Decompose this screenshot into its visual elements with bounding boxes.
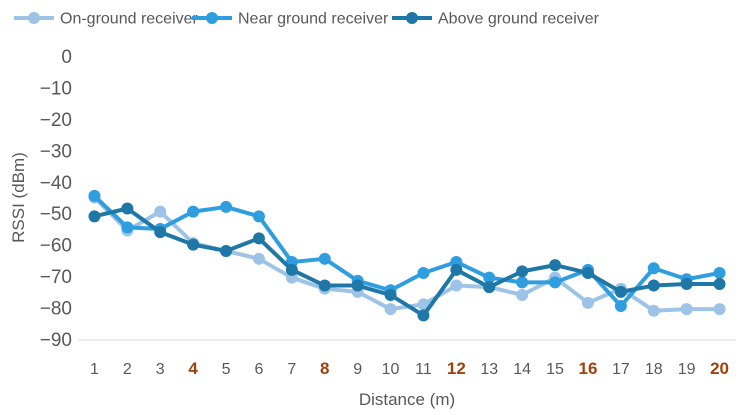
data-point [351, 279, 364, 292]
data-point [187, 205, 200, 218]
data-point [417, 298, 430, 311]
data-point [713, 303, 726, 316]
y-tick-label: −60 [40, 236, 72, 257]
data-point [384, 288, 397, 301]
data-point [680, 277, 693, 290]
data-point [450, 279, 463, 292]
data-point [154, 226, 167, 239]
data-point [483, 281, 496, 294]
data-point [483, 271, 496, 284]
y-tick-label: −40 [40, 173, 72, 194]
x-tick-label-highlighted: 20 [710, 359, 729, 378]
y-tick-label: −70 [40, 267, 72, 288]
x-tick-label: 2 [123, 361, 132, 378]
y-tick-label: −90 [40, 330, 72, 351]
data-point [88, 189, 101, 202]
y-axis: 0 −10 −20 −30 −40 −50 −60 −70 −80 −90 [40, 47, 72, 351]
legend-item: Near ground receiver [192, 11, 389, 28]
x-tick-label: 15 [546, 361, 564, 378]
data-point [549, 259, 562, 272]
data-point [318, 252, 331, 265]
series-2 [88, 189, 726, 312]
x-tick-label-highlighted: 8 [320, 359, 329, 378]
data-point [417, 266, 430, 279]
x-tick-label: 14 [513, 361, 531, 378]
data-point [549, 276, 562, 289]
legend-item: Above ground receiver [392, 11, 600, 28]
data-point [516, 265, 529, 278]
data-point [285, 263, 298, 276]
y-tick-label: −30 [40, 141, 72, 162]
legend-label: Above ground receiver [438, 11, 600, 28]
data-point [318, 279, 331, 292]
data-point [516, 288, 529, 301]
data-point [614, 285, 627, 298]
data-point [516, 276, 529, 289]
x-tick-label-highlighted: 16 [578, 359, 597, 378]
legend-marker [206, 12, 218, 24]
data-point [417, 309, 430, 322]
y-tick-label: −80 [40, 299, 72, 320]
x-tick-label: 7 [287, 361, 296, 378]
data-point [450, 263, 463, 276]
x-tick-label: 1 [90, 361, 99, 378]
data-point [614, 299, 627, 312]
legend: On-ground receiver Near ground receiver Ab… [14, 11, 600, 28]
x-tick-label: 6 [254, 361, 263, 378]
data-point [713, 277, 726, 290]
x-tick-label: 19 [678, 361, 696, 378]
data-point [220, 200, 233, 213]
x-tick-label: 5 [222, 361, 231, 378]
x-tick-label: 10 [382, 361, 400, 378]
x-tick-label-highlighted: 4 [188, 359, 198, 378]
x-axis: 1 2 3 4 5 6 7 8 9 10 11 12 13 14 15 16 17 18 19 20 [90, 359, 729, 378]
legend-label: Near ground receiver [238, 11, 389, 28]
data-point [647, 279, 660, 292]
data-point [121, 202, 134, 215]
y-tick-label: −10 [40, 78, 72, 99]
x-tick-label-highlighted: 12 [447, 359, 466, 378]
series-3 [88, 202, 726, 322]
x-tick-label: 13 [480, 361, 498, 378]
x-tick-label: 11 [415, 361, 432, 378]
legend-marker [28, 12, 40, 24]
data-point [647, 262, 660, 275]
series-group [88, 189, 726, 322]
data-point [252, 210, 265, 223]
data-point [680, 303, 693, 316]
y-axis-title: RSSI (dBm) [9, 152, 28, 243]
data-point [187, 238, 200, 251]
data-point [88, 210, 101, 223]
x-axis-title: Distance (m) [359, 390, 455, 409]
legend-marker [406, 12, 418, 24]
y-tick-label: 0 [61, 47, 72, 68]
data-point [647, 304, 660, 317]
data-point [154, 205, 167, 218]
data-point [581, 296, 594, 309]
x-tick-label: 3 [156, 361, 165, 378]
x-tick-label: 9 [353, 361, 362, 378]
data-point [252, 232, 265, 245]
data-point [220, 244, 233, 257]
data-point [121, 221, 134, 234]
legend-item: On-ground receiver [14, 11, 199, 28]
data-point [384, 303, 397, 316]
data-point [713, 266, 726, 279]
x-tick-label: 18 [645, 361, 663, 378]
data-point [252, 252, 265, 265]
x-tick-label: 17 [612, 361, 630, 378]
legend-label: On-ground receiver [60, 11, 199, 28]
data-point [581, 266, 594, 279]
y-tick-label: −50 [40, 204, 72, 225]
y-tick-label: −20 [40, 110, 72, 131]
